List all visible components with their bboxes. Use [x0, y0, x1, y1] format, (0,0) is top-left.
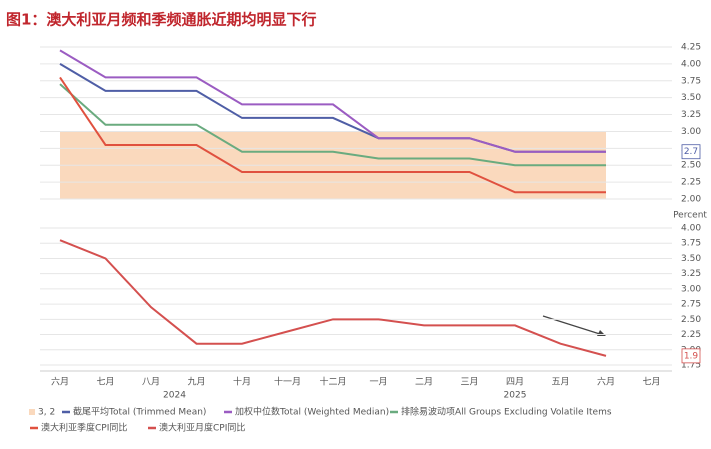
x-tick-label: 九月 [187, 377, 205, 388]
x-tick-label: 七月 [96, 377, 114, 388]
legend-swatch [29, 409, 35, 415]
x-year-label: 2025 [504, 391, 527, 401]
y-tick-label: 2.75 [681, 300, 701, 310]
line-series [59, 239, 607, 357]
value-callout: 1.9 [684, 351, 699, 361]
y-tick-label: 1.75 [681, 361, 701, 371]
x-tick-label: 十月 [233, 376, 251, 388]
x-tick-label: 七月 [642, 377, 660, 388]
chart-title: 图1：澳大利亚月频和季频通胀近期均明显下行 [6, 11, 316, 29]
y-tick-label: 3.25 [681, 269, 701, 279]
y-tick-label: 4.00 [681, 224, 701, 234]
x-tick-label: 一月 [369, 377, 387, 388]
x-tick-label: 三月 [460, 377, 478, 388]
legend-label: 截尾平均Total (Trimmed Mean) [73, 406, 206, 418]
line-series [59, 49, 606, 153]
legend-label: 3, 2 [38, 408, 55, 418]
legend-label: 澳大利亚月度CPI同比 [159, 422, 245, 434]
value-callout-box [681, 144, 701, 160]
y-tick-label: 3.50 [681, 254, 701, 264]
y-tick-label: 2.50 [681, 315, 701, 325]
y-tick-label: 3.50 [681, 93, 701, 103]
x-tick-label: 六月 [597, 376, 615, 388]
y-tick-label: 2.25 [681, 178, 701, 188]
x-year-label: 2024 [163, 391, 186, 401]
y-tick-label: 2.50 [681, 161, 701, 171]
x-tick-label: 六月 [51, 376, 69, 388]
value-callout-box [681, 348, 701, 364]
y-tick-label: 4.25 [681, 43, 701, 53]
value-callout: 2.7 [684, 147, 698, 157]
legend-label: 加权中位数Total (Weighted Median) [235, 406, 389, 418]
y-tick-label: 3.75 [681, 76, 701, 86]
x-tick-label: 十一月 [274, 376, 301, 388]
y-tick-label: 3.00 [681, 284, 701, 294]
y-tick-label: 3.75 [681, 239, 701, 249]
legend-label: 排除易波动项All Groups Excluding Volatile Item… [401, 406, 612, 418]
x-tick-label: 五月 [551, 377, 569, 388]
y-tick-label: 4.00 [681, 59, 701, 69]
y-tick-label: 2.00 [681, 195, 701, 205]
y-tick-label: 3.25 [681, 110, 701, 120]
x-tick-label: 二月 [415, 377, 433, 388]
y-axis-label: Percent [673, 211, 707, 221]
x-tick-label: 十二月 [319, 376, 346, 388]
legend-label: 澳大利亚季度CPI同比 [41, 422, 127, 434]
x-tick-label: 四月 [506, 377, 524, 388]
line-series [59, 83, 606, 167]
x-tick-label: 八月 [142, 377, 160, 388]
y-tick-label: 2.25 [681, 330, 701, 340]
line-series [59, 76, 606, 194]
y-tick-label: 3.00 [681, 127, 701, 137]
